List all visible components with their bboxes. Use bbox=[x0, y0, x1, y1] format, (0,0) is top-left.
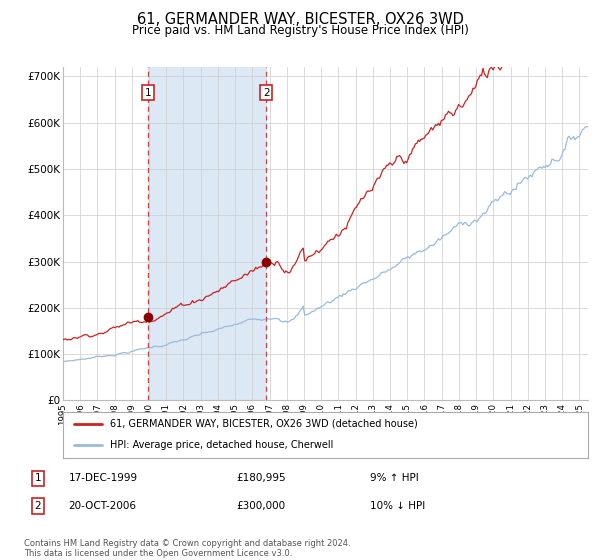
Text: 9% ↑ HPI: 9% ↑ HPI bbox=[370, 473, 419, 483]
Bar bbox=[148, 67, 266, 400]
Text: £180,995: £180,995 bbox=[236, 473, 286, 483]
Text: Price paid vs. HM Land Registry's House Price Index (HPI): Price paid vs. HM Land Registry's House … bbox=[131, 24, 469, 37]
Text: 17-DEC-1999: 17-DEC-1999 bbox=[68, 473, 138, 483]
Text: 61, GERMANDER WAY, BICESTER, OX26 3WD (detached house): 61, GERMANDER WAY, BICESTER, OX26 3WD (d… bbox=[110, 419, 418, 429]
Text: 61, GERMANDER WAY, BICESTER, OX26 3WD: 61, GERMANDER WAY, BICESTER, OX26 3WD bbox=[137, 12, 463, 27]
Text: HPI: Average price, detached house, Cherwell: HPI: Average price, detached house, Cher… bbox=[110, 440, 334, 450]
Text: 1: 1 bbox=[145, 88, 152, 97]
Text: 20-OCT-2006: 20-OCT-2006 bbox=[68, 501, 137, 511]
Text: 10% ↓ HPI: 10% ↓ HPI bbox=[370, 501, 425, 511]
Text: 2: 2 bbox=[263, 88, 269, 97]
Text: Contains HM Land Registry data © Crown copyright and database right 2024.
This d: Contains HM Land Registry data © Crown c… bbox=[24, 539, 350, 558]
Text: £300,000: £300,000 bbox=[236, 501, 285, 511]
Text: 2: 2 bbox=[35, 501, 41, 511]
Text: 1: 1 bbox=[35, 473, 41, 483]
